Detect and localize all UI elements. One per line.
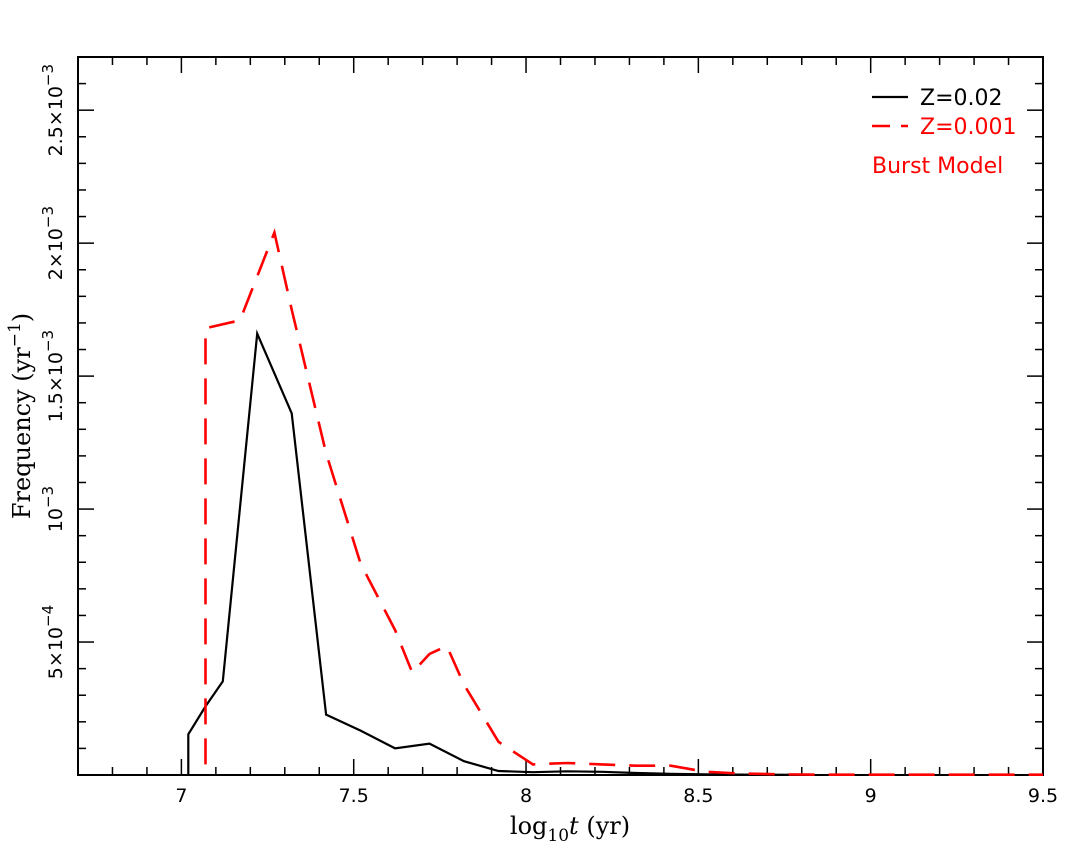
y-tick-label: 10−3 [39, 486, 67, 532]
x-tick-label: 8.5 [683, 785, 713, 807]
x-axis-title-var: t [569, 812, 579, 840]
y-axis-title-main: Frequency (yr [8, 347, 36, 519]
y-axis-title-close: ) [8, 313, 36, 322]
x-tick-label: 7.5 [339, 785, 369, 807]
legend: Z=0.02 Z=0.001 Burst Model [872, 86, 1017, 179]
x-tick-labels: 7 7.5 8 8.5 9 9.5 [175, 785, 1058, 807]
x-axis-title: log10t (yr) [510, 812, 630, 846]
y-axis-title: Frequency (yr−1) [5, 313, 36, 519]
series-line-1 [204, 228, 1043, 777]
x-axis-title-main: log [510, 812, 548, 840]
x-axis-title-unit: (yr) [579, 812, 630, 840]
y-tick-label: 5×10−4 [39, 605, 67, 679]
series-lines [187, 228, 1043, 777]
y-tick-label: 1.5×10−3 [39, 330, 67, 422]
legend-label-z002: Z=0.02 [920, 86, 1003, 111]
x-tick-label: 8 [520, 785, 532, 807]
y-tick-labels: 5×10−4 10−3 1.5×10−3 2×10−3 2.5×10−3 [39, 64, 67, 679]
series-line-0 [187, 329, 809, 777]
y-tick-label: 2.5×10−3 [39, 64, 67, 156]
legend-label-z0001: Z=0.001 [920, 115, 1017, 140]
y-tick-label: 2×10−3 [39, 206, 67, 280]
x-tick-label: 9 [865, 785, 877, 807]
y-axis-title-sup: −1 [5, 322, 25, 347]
x-tick-label: 9.5 [1028, 785, 1058, 807]
axis-ticks [77, 56, 1044, 775]
x-tick-label: 7 [175, 785, 187, 807]
burst-model-annotation: Burst Model [872, 154, 1003, 179]
x-axis-title-sub: 10 [547, 826, 569, 846]
